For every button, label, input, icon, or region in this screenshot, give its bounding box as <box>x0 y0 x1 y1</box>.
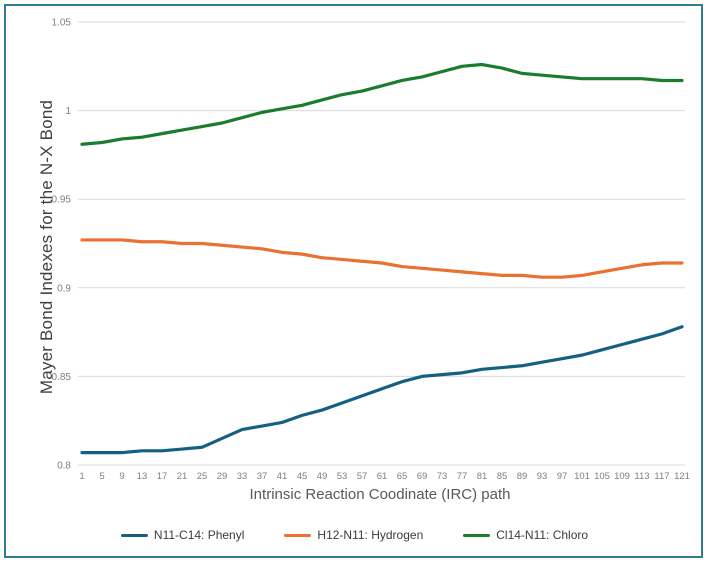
legend-label-hydrogen: H12-N11: Hydrogen <box>317 528 424 542</box>
y-tick-label: 0.8 <box>57 461 71 472</box>
x-axis-title: Intrinsic Reaction Coodinate (IRC) path <box>249 486 511 503</box>
x-tick-label: 13 <box>137 471 148 482</box>
x-tick-label: 85 <box>497 471 508 482</box>
legend-label-phenyl: N11-C14: Phenyl <box>153 528 245 542</box>
x-tick-label: 121 <box>674 471 690 482</box>
series-line <box>80 238 684 279</box>
y-axis-title: Mayer Bond Indexes for the N-X Bond <box>37 99 56 395</box>
x-tick-label: 49 <box>317 471 328 482</box>
x-tick-label: 89 <box>517 471 528 482</box>
x-tick-label: 5 <box>99 471 104 482</box>
legend-item-phenyl: N11-C14: Phenyl <box>120 528 245 542</box>
x-tick-label: 33 <box>237 471 248 482</box>
x-tick-label: 65 <box>397 471 408 482</box>
legend-label-chloro: Cl14-N11: Chloro <box>496 528 589 542</box>
x-tick-label: 29 <box>217 471 228 482</box>
x-tick-label: 93 <box>537 471 548 482</box>
y-tick-label: 1 <box>65 106 71 117</box>
chart-outer-border <box>4 4 703 558</box>
x-tick-label: 73 <box>437 471 448 482</box>
x-tick-label: 117 <box>654 471 669 482</box>
x-tick-label: 9 <box>119 471 124 482</box>
x-tick-label: 97 <box>557 471 568 482</box>
x-tick-label: 77 <box>457 471 468 482</box>
x-tick-label: 17 <box>157 471 168 482</box>
series-line <box>80 62 684 146</box>
legend-line-swatch-phenyl <box>120 533 148 537</box>
x-tick-label: 37 <box>257 471 268 482</box>
x-tick-label: 57 <box>357 471 368 482</box>
chart-legend: N11-C14: Phenyl H12-N11: Hydrogen Cl14-N… <box>0 527 709 543</box>
y-tick-label: 0.95 <box>52 195 72 206</box>
x-tick-label: 109 <box>614 471 630 482</box>
legend-line-swatch-hydrogen <box>284 533 312 537</box>
x-tick-label: 101 <box>574 471 590 482</box>
x-tick-label: 21 <box>177 471 188 482</box>
x-tick-label: 45 <box>297 471 308 482</box>
x-tick-label: 113 <box>634 471 649 482</box>
x-tick-label: 41 <box>277 471 288 482</box>
legend-line-swatch-chloro <box>463 533 491 537</box>
legend-item-chloro: Cl14-N11: Chloro <box>463 528 588 542</box>
legend-item-hydrogen: H12-N11: Hydrogen <box>284 528 423 542</box>
x-tick-label: 25 <box>197 471 208 482</box>
y-tick-label: 1.05 <box>52 18 72 29</box>
x-tick-label: 69 <box>417 471 428 482</box>
y-tick-label: 0.9 <box>57 283 71 294</box>
x-tick-label: 81 <box>477 471 488 482</box>
x-tick-label: 1 <box>79 471 84 482</box>
series-line <box>80 325 684 455</box>
x-tick-label: 61 <box>377 471 388 482</box>
y-tick-label: 0.85 <box>52 372 72 383</box>
x-tick-label: 53 <box>337 471 348 482</box>
x-tick-label: 105 <box>594 471 610 482</box>
